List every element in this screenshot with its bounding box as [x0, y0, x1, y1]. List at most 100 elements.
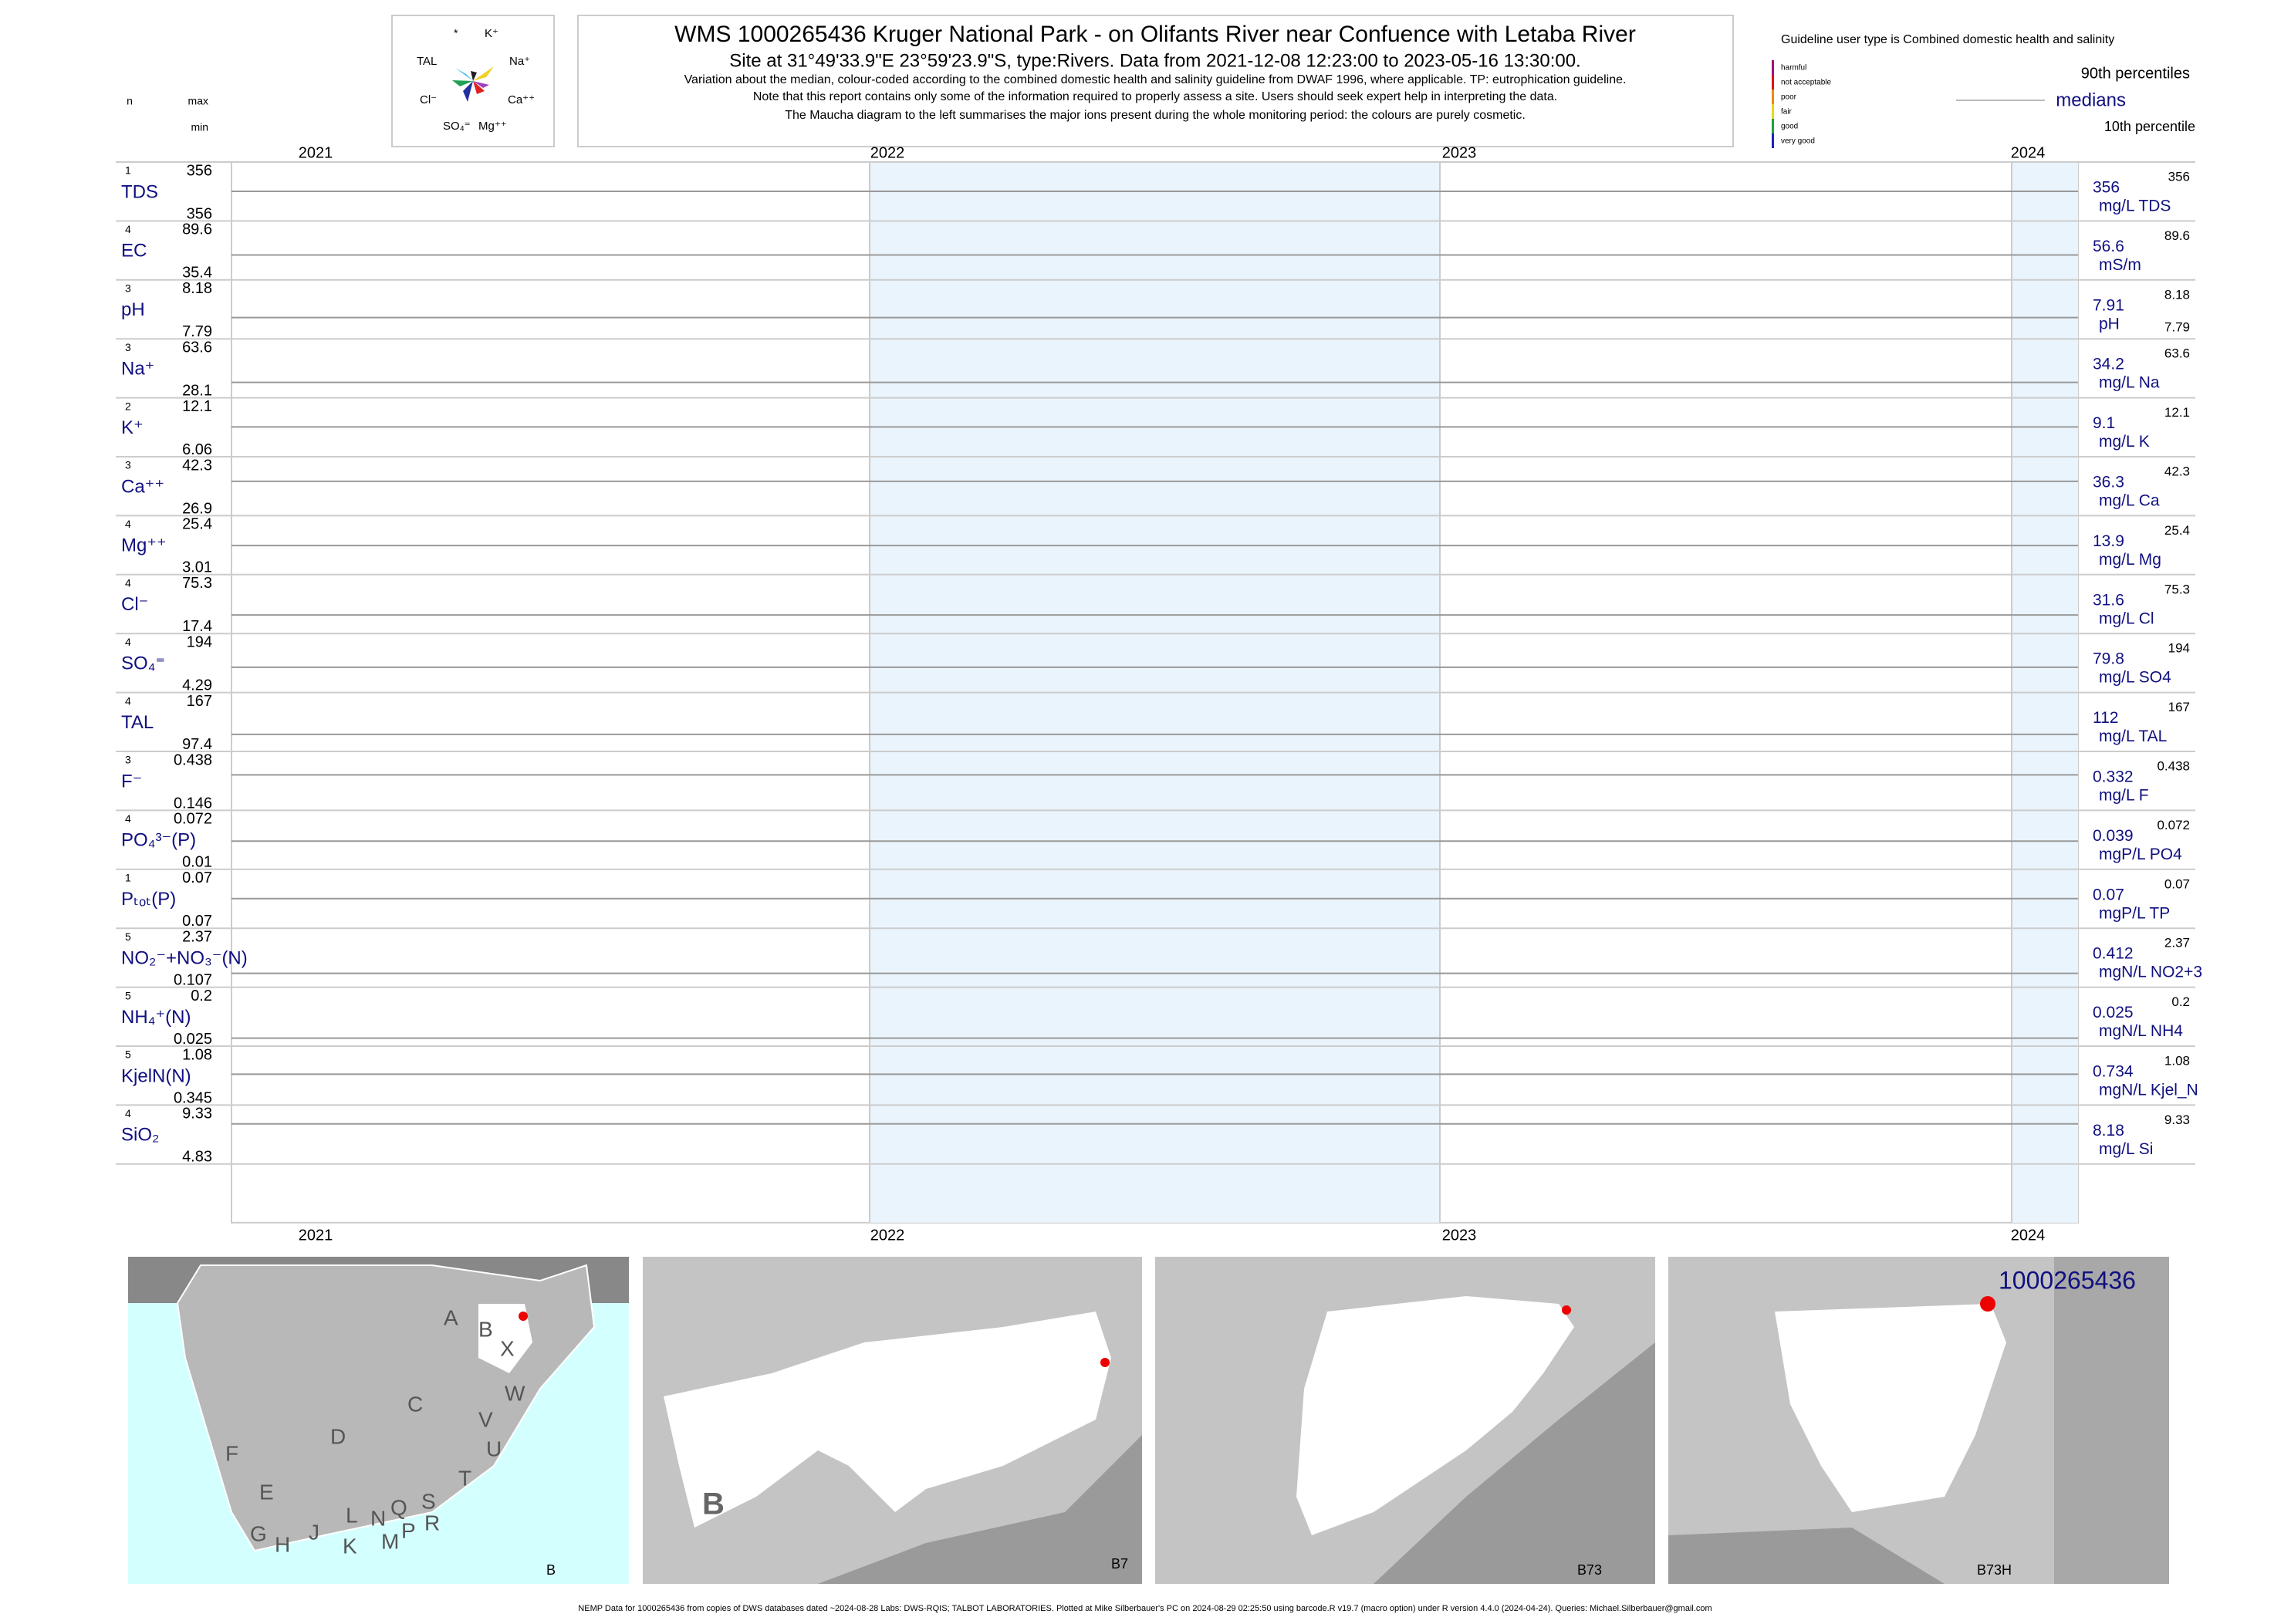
row-unit: mgP/L PO4: [2099, 846, 2182, 863]
row-max: 9.33: [182, 1106, 212, 1123]
row-median: 34.2: [2093, 356, 2124, 373]
legend-label: not acceptable: [1781, 79, 1831, 87]
row-max: 75.3: [182, 575, 212, 592]
row-median: 112: [2093, 709, 2118, 727]
legend-label: good: [1781, 123, 1798, 131]
row-n: 4: [125, 636, 131, 648]
row-n: 5: [125, 930, 131, 943]
row-name: Cl⁻: [121, 594, 148, 615]
row-min: 6.06: [182, 441, 212, 458]
row-n: 3: [125, 341, 131, 353]
row-max: 8.18: [182, 280, 212, 297]
row-max: 12.1: [182, 398, 212, 415]
maucha-label: Ca⁺⁺: [508, 93, 535, 106]
row-name: TAL: [121, 712, 154, 733]
row-p90: 42.3: [2164, 464, 2190, 478]
row-unit: mgN/L NH4: [2099, 1022, 2183, 1040]
map-letter: U: [486, 1437, 502, 1460]
row-name: SO₄⁼: [121, 653, 165, 674]
row-min: 356: [187, 205, 212, 222]
row-min: 0.07: [182, 913, 212, 930]
row-p90: 8.18: [2164, 287, 2190, 302]
year-label-top: 2021: [299, 144, 333, 161]
map-4: [1668, 1257, 2169, 1584]
map-caption: B7: [1111, 1556, 1128, 1572]
plot: 2021 2021 2022 2022 2023 2023 2024 2024 1 356 TDS 3…: [116, 144, 2202, 1244]
legend-p10: 10th percentile: [2104, 119, 2195, 134]
map-letter: T: [458, 1466, 471, 1490]
map-letter: V: [478, 1407, 493, 1431]
legend-medians: medians: [2056, 89, 2126, 110]
row-p90: 0.072: [2157, 818, 2190, 832]
row-median: 9.1: [2093, 414, 2115, 432]
row-unit: pH: [2099, 315, 2120, 333]
map-letter: K: [343, 1534, 357, 1558]
row-min: 3.01: [182, 559, 212, 576]
map-letter: J: [309, 1520, 319, 1544]
map-letter: R: [424, 1511, 440, 1535]
row-unit: mg/L F: [2099, 787, 2149, 805]
row-n: 3: [125, 459, 131, 471]
row-min: 0.146: [174, 795, 212, 812]
map-letter: B: [478, 1317, 493, 1341]
row-name: Na⁺: [121, 359, 154, 380]
row-median: 0.332: [2093, 768, 2134, 786]
maucha-label: K⁺: [485, 27, 498, 40]
row-n: 3: [125, 754, 131, 766]
row-max: 356: [187, 162, 212, 179]
note: The Maucha diagram to the left summarise…: [785, 109, 1526, 122]
map-letter: P: [401, 1518, 416, 1542]
row-min: 0.345: [174, 1089, 212, 1106]
year-label-top: 2022: [870, 144, 905, 161]
maucha-label: TAL: [417, 55, 437, 68]
row-unit: mg/L TDS: [2099, 198, 2171, 215]
row-p90: 0.438: [2157, 758, 2190, 773]
row-unit: mS/m: [2099, 256, 2141, 274]
note: Variation about the median, colour-coded…: [684, 73, 1627, 86]
row-n: 4: [125, 223, 131, 235]
map-2: [643, 1257, 1142, 1584]
legend-swatch: [1772, 89, 1774, 104]
row-unit: mg/L Si: [2099, 1140, 2153, 1158]
row-unit: mg/L SO4: [2099, 669, 2171, 687]
row-max: 194: [187, 633, 212, 650]
row-max: 25.4: [182, 516, 212, 533]
row-n: 3: [125, 282, 131, 295]
title-box: [577, 15, 1734, 147]
legend-classes: harmful not acceptable poor fair good very go…: [1772, 60, 1831, 148]
row-p90: 1.08: [2164, 1053, 2190, 1068]
row-unit: mg/L K: [2099, 433, 2150, 451]
row-n: 1: [125, 872, 131, 884]
row-max: 1.08: [182, 1046, 212, 1063]
map-letter: E: [259, 1480, 274, 1504]
row-min: 4.83: [182, 1149, 212, 1166]
maucha-label: SO₄⁼: [443, 120, 471, 133]
row-max: 63.6: [182, 339, 212, 356]
row-name: SiO₂: [121, 1125, 159, 1146]
map-caption: B73: [1577, 1562, 1602, 1578]
map-letter: S: [421, 1489, 436, 1513]
row-median: 7.91: [2093, 296, 2124, 314]
legend-p90: 90th percentiles: [2081, 65, 2190, 82]
row-name: F⁻: [121, 771, 142, 792]
map-letter: G: [250, 1521, 267, 1545]
map-letter: H: [275, 1532, 290, 1556]
map-big-label: B: [702, 1487, 725, 1521]
map-letter: N: [370, 1506, 386, 1530]
column-header: max: [188, 95, 208, 107]
row-median: 0.412: [2093, 945, 2134, 963]
map-letter: F: [225, 1441, 238, 1465]
map-letter: L: [346, 1503, 358, 1527]
row-unit: mg/L Ca: [2099, 492, 2160, 510]
title: WMS 1000265436 Kruger National Park - on…: [674, 22, 1636, 47]
column-header: min: [191, 121, 208, 133]
row-min: 0.107: [174, 971, 212, 988]
map-1-letters: A B X C W D V U F E T L N Q S R G H J K …: [225, 1305, 525, 1558]
map-letter: W: [505, 1381, 525, 1405]
row-n: 5: [125, 1048, 131, 1061]
legend-label: very good: [1781, 137, 1815, 146]
legend-label: poor: [1781, 93, 1797, 102]
row-median: 0.07: [2093, 886, 2124, 903]
row-max: 2.37: [182, 928, 212, 945]
row-n: 1: [125, 164, 131, 177]
